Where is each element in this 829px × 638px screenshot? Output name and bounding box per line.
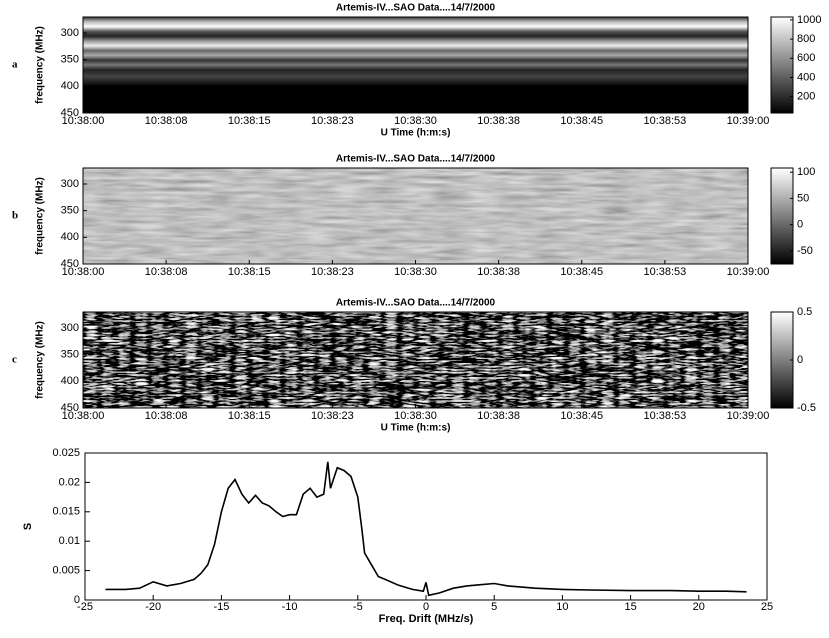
x-tick-label: 10:38:53 [643, 410, 686, 422]
x-tick-label: 10:38:08 [145, 115, 188, 127]
spectrogram [83, 168, 748, 264]
x-tick-label: 10:38:00 [62, 266, 105, 278]
y-tick-label: 400 [61, 80, 79, 92]
x-tick-label: 25 [761, 601, 773, 613]
colorbar-tick-label: -50 [797, 245, 813, 257]
y-tick-label: 300 [61, 27, 79, 39]
x-tick-label: 5 [491, 601, 497, 613]
colorbar-tick-label: 0 [797, 219, 803, 231]
colorbar-tick-label: 200 [797, 91, 815, 103]
y-tick-label: 0 [74, 594, 80, 606]
y-tick-label: 350 [61, 349, 79, 361]
y-axis-label: frequency (MHz) [35, 177, 46, 255]
y-tick-label: 400 [61, 375, 79, 387]
x-tick-label: 10:38:53 [643, 266, 686, 278]
y-axis-label: S [22, 523, 34, 530]
x-tick-label: 10:38:30 [394, 115, 437, 127]
x-tick-label: 10:38:30 [394, 410, 437, 422]
y-axis-label: frequency (MHz) [35, 321, 46, 399]
panel-title: Artemis-IV...SAO Data....14/7/2000 [336, 298, 496, 309]
x-axis-label: U Time (h:m:s) [381, 128, 451, 139]
x-tick-label: 10:38:00 [62, 410, 105, 422]
x-tick-label: 10:38:15 [228, 410, 271, 422]
x-tick-label: 10:38:38 [477, 115, 520, 127]
y-tick-label: 0.025 [52, 447, 80, 459]
y-tick-label: 450 [61, 258, 79, 270]
y-tick-label: 0.015 [52, 506, 80, 518]
x-tick-label: -10 [282, 601, 298, 613]
x-tick-label: 10:38:23 [311, 266, 354, 278]
colorbar-tick-label: 400 [797, 71, 815, 83]
x-tick-label: 10:39:00 [727, 410, 770, 422]
y-tick-label: 400 [61, 231, 79, 243]
colorbar-tick-label: 100 [797, 166, 815, 178]
x-tick-label: -15 [213, 601, 229, 613]
x-tick-label: 10:38:23 [311, 410, 354, 422]
y-axis-label: frequency (MHz) [35, 26, 46, 104]
x-tick-label: 10:38:23 [311, 115, 354, 127]
colorbar-tick-label: 1000 [797, 14, 821, 26]
x-tick-label: -20 [145, 601, 161, 613]
x-tick-label: -5 [353, 601, 363, 613]
x-tick-label: 20 [693, 601, 705, 613]
x-axis-label: U Time (h:m:s) [381, 423, 451, 434]
y-tick-label: 0.005 [52, 565, 80, 577]
spectrogram [83, 312, 748, 408]
y-tick-label: 0.01 [59, 535, 80, 547]
panel-title: Artemis-IV...SAO Data....14/7/2000 [336, 154, 496, 165]
y-tick-label: 450 [61, 402, 79, 414]
x-tick-label: 10 [556, 601, 568, 613]
y-tick-label: 350 [61, 205, 79, 217]
panel-label: a [12, 59, 18, 71]
y-tick-label: 350 [61, 54, 79, 66]
x-tick-label: 10:38:15 [228, 266, 271, 278]
y-tick-label: 450 [61, 107, 79, 119]
colorbar-tick-label: -0.5 [797, 402, 816, 414]
x-tick-label: 10:38:15 [228, 115, 271, 127]
x-axis-label: Freq. Drift (MHz/s) [379, 613, 474, 625]
y-tick-label: 0.02 [59, 476, 80, 488]
x-tick-label: 10:38:08 [145, 266, 188, 278]
x-tick-label: 10:38:00 [62, 115, 105, 127]
x-tick-label: 10:39:00 [727, 266, 770, 278]
colorbar [770, 16, 794, 114]
y-tick-label: 300 [61, 178, 79, 190]
colorbar [770, 311, 794, 409]
line-series [105, 461, 747, 597]
x-tick-label: 10:39:00 [727, 115, 770, 127]
x-tick-label: 10:38:45 [560, 410, 603, 422]
panel-label: b [12, 210, 18, 222]
colorbar-tick-label: 50 [797, 192, 809, 204]
panel-title: Artemis-IV...SAO Data....14/7/2000 [336, 3, 496, 14]
x-tick-label: 0 [423, 601, 429, 613]
colorbar [770, 167, 794, 265]
x-tick-label: 10:38:53 [643, 115, 686, 127]
spectrogram [83, 17, 748, 113]
x-tick-label: -25 [77, 601, 93, 613]
colorbar-tick-label: 0.5 [797, 306, 812, 318]
x-tick-label: 10:38:45 [560, 115, 603, 127]
panel-label: c [12, 354, 17, 366]
x-tick-label: 15 [624, 601, 636, 613]
x-tick-label: 10:38:08 [145, 410, 188, 422]
x-tick-label: 10:38:45 [560, 266, 603, 278]
x-tick-label: 10:38:38 [477, 266, 520, 278]
y-tick-label: 300 [61, 322, 79, 334]
plot-frame [84, 452, 768, 601]
x-tick-label: 10:38:30 [394, 266, 437, 278]
x-tick-label: 10:38:38 [477, 410, 520, 422]
colorbar-tick-label: 600 [797, 52, 815, 64]
colorbar-tick-label: 800 [797, 33, 815, 45]
colorbar-tick-label: 0 [797, 354, 803, 366]
